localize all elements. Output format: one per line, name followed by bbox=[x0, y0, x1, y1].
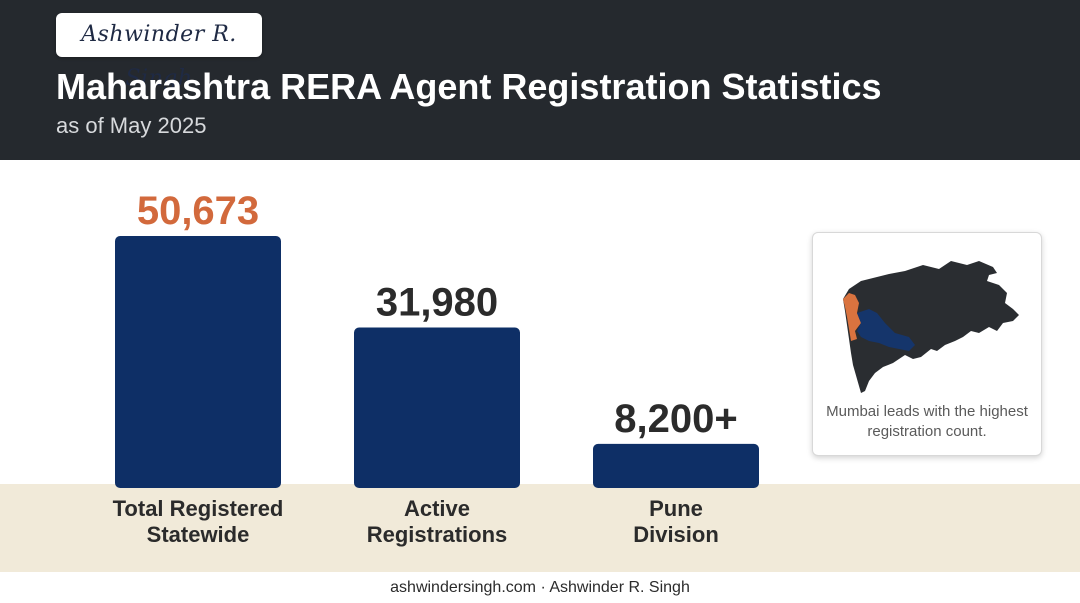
maharashtra-map-icon bbox=[843, 261, 1019, 393]
category-label-2-0: Pune bbox=[649, 496, 703, 521]
bar-value-label-1: 31,980 bbox=[376, 280, 498, 324]
page-subtitle: as of May 2025 bbox=[56, 113, 207, 138]
map-caption: Mumbai leads with the highest registrati… bbox=[826, 403, 1028, 440]
category-label-0-0: Total Registered bbox=[113, 496, 284, 521]
category-label-2-1: Division bbox=[633, 522, 719, 547]
page-title: Maharashtra RERA Agent Registration Stat… bbox=[56, 66, 882, 107]
signature-logo-text: Ashwinder R. Singh bbox=[81, 22, 237, 91]
category-label-1-1: Registrations bbox=[367, 522, 508, 547]
bar-0 bbox=[115, 236, 281, 488]
category-label-1-0: Active bbox=[404, 496, 470, 521]
bar-value-label-0: 50,673 bbox=[137, 189, 259, 233]
bar-1 bbox=[354, 327, 520, 488]
header-banner: Ashwinder R. Singh Maharashtra RERA Agen… bbox=[0, 0, 1080, 160]
chart-baseline-band bbox=[0, 484, 1080, 572]
category-label-0-1: Statewide bbox=[147, 522, 250, 547]
map-pune-region bbox=[857, 309, 915, 351]
map-state-region bbox=[843, 261, 1019, 393]
signature-logo: Ashwinder R. Singh bbox=[56, 13, 262, 91]
footer-credit: ashwindersingh.com · Ashwinder R. Singh bbox=[390, 579, 690, 596]
bar-value-label-2: 8,200+ bbox=[614, 397, 737, 441]
map-mumbai-region bbox=[843, 293, 861, 341]
map-card: Mumbai leads with the highest registrati… bbox=[812, 232, 1042, 456]
bar-2 bbox=[593, 443, 759, 488]
